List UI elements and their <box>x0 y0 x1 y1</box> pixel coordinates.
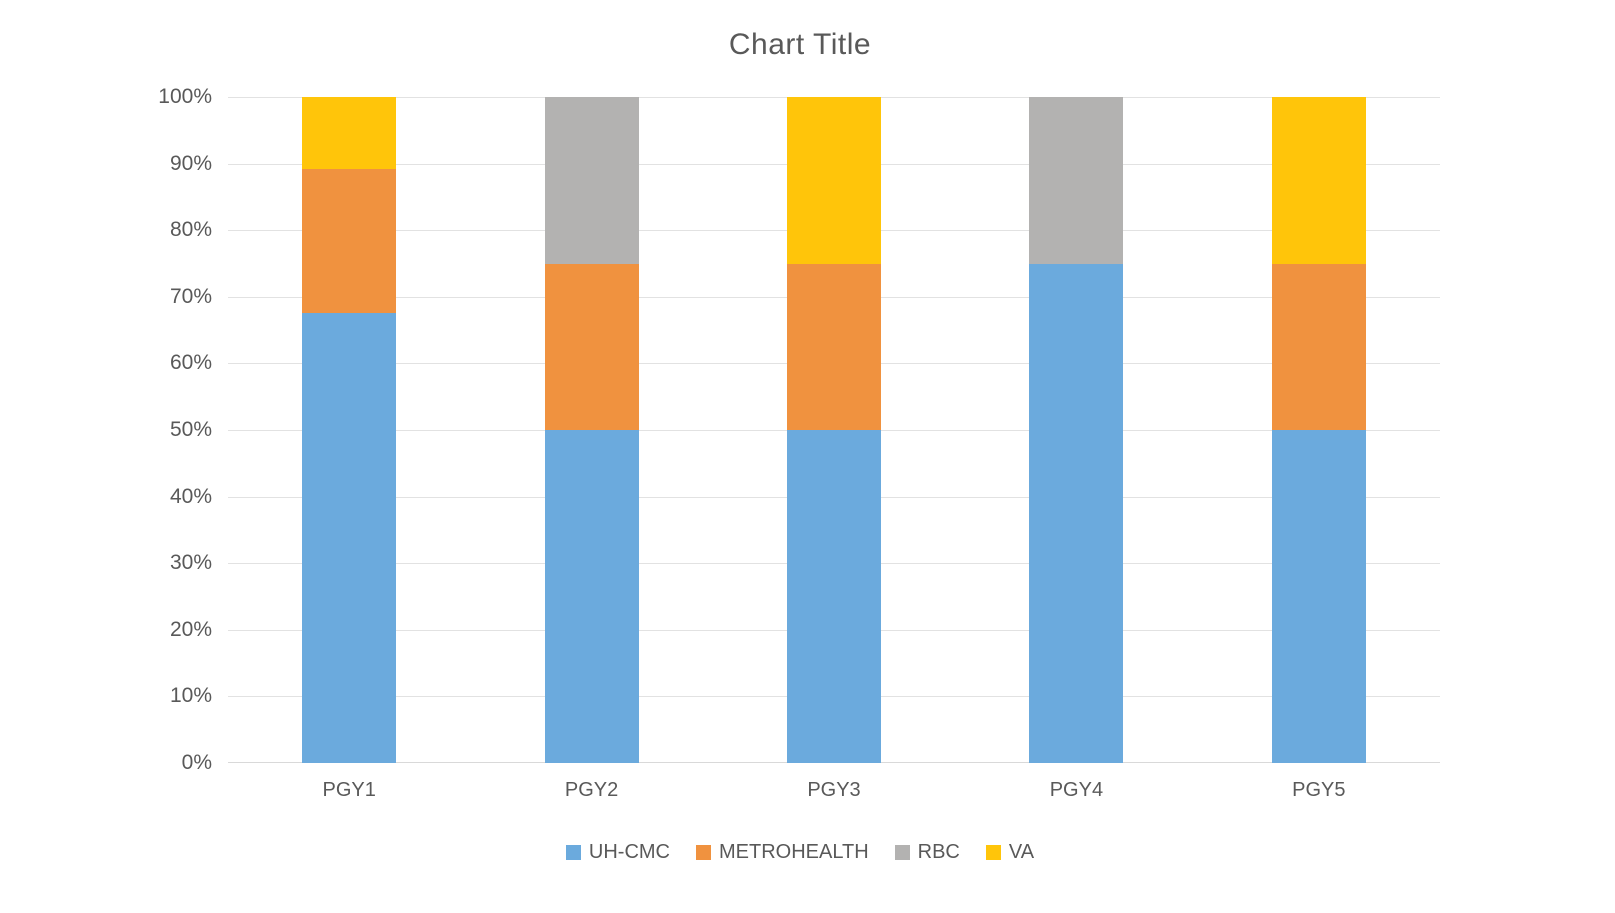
legend-item-rbc[interactable]: RBC <box>894 841 960 864</box>
legend: UH-CMC METROHEALTH RBC VA <box>0 841 1600 864</box>
category-slot-pgy3 <box>713 97 955 763</box>
plot-area <box>228 97 1440 763</box>
y-axis-tick-label: 10% <box>169 684 212 708</box>
x-axis: PGY1 PGY2 PGY3 PGY4 PGY5 <box>228 776 1440 806</box>
legend-item-va[interactable]: VA <box>985 841 1035 864</box>
category-slot-pgy2 <box>470 97 712 763</box>
y-axis-tick-label: 20% <box>169 617 212 641</box>
legend-swatch-icon <box>894 845 910 860</box>
bar-segment-pgy2-rbc[interactable] <box>544 97 639 264</box>
category-slot-pgy5 <box>1198 97 1440 763</box>
bar-segment-pgy2-metrohealth[interactable] <box>544 263 639 430</box>
bar-stack-pgy4 <box>1029 97 1124 763</box>
bar-stack-pgy5 <box>1271 97 1366 763</box>
bar-segment-pgy4-rbc[interactable] <box>1029 97 1124 264</box>
legend-item-metrohealth[interactable]: METROHEALTH <box>696 841 869 864</box>
bar-segment-pgy1-uh-cmc[interactable] <box>302 313 397 763</box>
bar-segment-pgy5-va[interactable] <box>1271 97 1366 264</box>
x-axis-label-pgy3: PGY3 <box>807 779 861 801</box>
bar-segment-pgy5-metrohealth[interactable] <box>1271 263 1366 430</box>
bar-segment-pgy2-uh-cmc[interactable] <box>544 430 639 763</box>
bar-segment-pgy1-va[interactable] <box>302 97 397 169</box>
bar-stack-pgy1 <box>302 97 397 763</box>
category-slot-pgy4 <box>955 97 1197 763</box>
bar-stack-pgy2 <box>544 97 639 763</box>
x-axis-label-pgy5: PGY5 <box>1292 779 1346 801</box>
bar-segment-pgy3-va[interactable] <box>786 97 881 264</box>
x-axis-label-pgy1: PGY1 <box>322 779 376 801</box>
y-axis-tick-label: 100% <box>158 85 212 108</box>
legend-label: UH-CMC <box>588 841 670 863</box>
y-axis-tick-label: 40% <box>169 484 212 508</box>
legend-swatch-icon <box>696 845 711 860</box>
legend-swatch-icon <box>565 845 581 860</box>
y-axis-tick-label: 0% <box>181 751 212 774</box>
bar-segment-pgy1-metrohealth[interactable] <box>302 168 397 314</box>
bar-segment-pgy3-metrohealth[interactable] <box>786 263 881 430</box>
x-axis-label-pgy4: PGY4 <box>1049 779 1104 801</box>
legend-label: RBC <box>917 841 960 863</box>
x-axis-label-pgy2: PGY2 <box>564 779 619 801</box>
category-slot-pgy1 <box>228 97 470 763</box>
legend-label: VA <box>1008 841 1035 863</box>
bar-segment-pgy5-uh-cmc[interactable] <box>1271 430 1366 763</box>
y-axis: 0% 10% 20% 30% 40% 50% 60% 70% 80% 90% 100% <box>0 85 212 774</box>
y-axis-tick-label: 80% <box>169 218 212 242</box>
bar-segment-pgy4-uh-cmc[interactable] <box>1029 263 1124 763</box>
bar-segment-pgy3-uh-cmc[interactable] <box>786 430 881 763</box>
legend-label: METROHEALTH <box>719 841 869 863</box>
y-axis-tick-label: 60% <box>169 351 212 375</box>
bar-stack-pgy3 <box>786 97 881 763</box>
chart-title[interactable]: Chart Title <box>728 28 872 61</box>
y-axis-tick-label: 30% <box>169 551 212 575</box>
legend-item-uh-cmc[interactable]: UH-CMC <box>565 841 670 864</box>
y-axis-tick-label: 50% <box>169 418 212 441</box>
y-axis-tick-label: 90% <box>169 151 212 175</box>
legend-swatch-icon <box>985 845 1001 860</box>
y-axis-tick-label: 70% <box>169 284 212 308</box>
